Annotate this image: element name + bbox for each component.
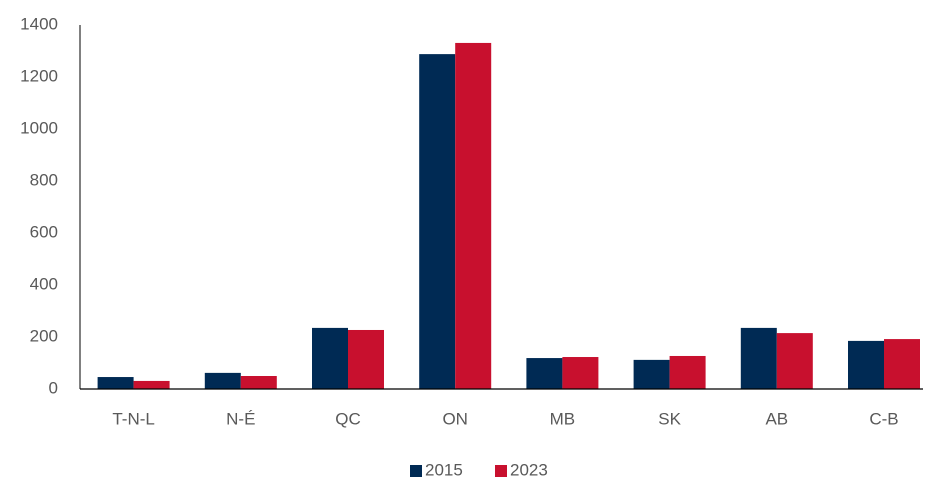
bar xyxy=(884,339,920,389)
bar xyxy=(97,377,134,389)
legend-label: 2023 xyxy=(510,460,548,479)
bar xyxy=(455,42,492,389)
bar xyxy=(419,54,456,390)
x-tick-label: SK xyxy=(658,409,681,428)
x-tick-label: N-É xyxy=(226,409,255,428)
x-tick-label: ON xyxy=(442,409,468,428)
bar xyxy=(133,380,170,389)
y-tick-label: 200 xyxy=(30,326,58,345)
bar xyxy=(240,376,277,389)
bar xyxy=(312,327,348,389)
bar xyxy=(633,359,670,389)
x-tick-label: MB xyxy=(550,409,576,428)
bar xyxy=(204,372,241,389)
legend-swatch xyxy=(410,465,422,477)
y-tick-label: 400 xyxy=(30,274,58,293)
y-tick-label: 1400 xyxy=(20,14,58,33)
y-tick-label: 600 xyxy=(30,222,58,241)
bar xyxy=(848,340,884,389)
x-tick-label: T-N-L xyxy=(112,409,155,428)
bar xyxy=(348,329,384,389)
y-tick-label: 1200 xyxy=(20,66,58,85)
x-tick-label: C-B xyxy=(869,409,898,428)
bar xyxy=(776,333,813,389)
bar xyxy=(740,327,777,389)
x-tick-label: AB xyxy=(765,409,788,428)
y-tick-label: 800 xyxy=(30,170,58,189)
legend-swatch xyxy=(495,465,507,477)
legend-label: 2015 xyxy=(425,460,463,479)
bar xyxy=(526,358,563,389)
bar xyxy=(562,357,599,389)
x-tick-label: QC xyxy=(335,409,361,428)
bar xyxy=(669,355,706,389)
y-tick-label: 1000 xyxy=(20,118,58,137)
y-tick-label: 0 xyxy=(49,378,58,397)
